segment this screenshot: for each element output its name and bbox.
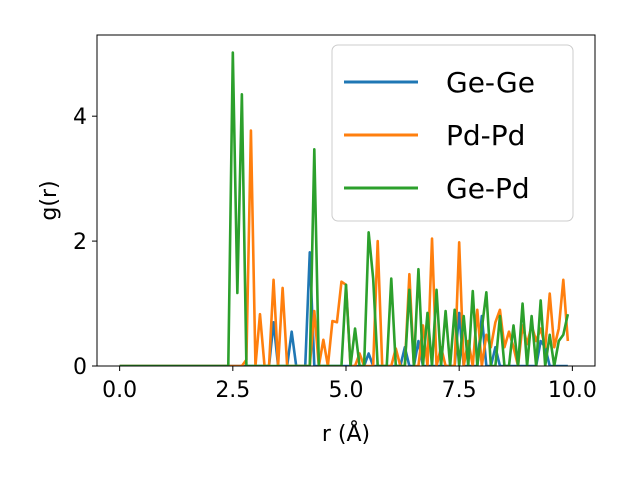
tick-layer: 0.0 2.5 5.0 7.5 10.0 0 2 4 — [73, 105, 597, 403]
legend-box — [331, 44, 574, 222]
x-axis-label: r (Å) — [322, 420, 370, 447]
series-line-ge-ge — [119, 251, 568, 366]
y-tick-label: 4 — [73, 105, 87, 130]
y-axis-label: g(r) — [37, 180, 62, 220]
legend-label: Pd-Pd — [446, 119, 525, 152]
x-tick-label: 5.0 — [329, 378, 364, 403]
x-tick-label: 10.0 — [548, 378, 597, 403]
y-tick-label: 0 — [73, 355, 87, 380]
legend: Ge-Ge Pd-Pd Ge-Pd — [331, 44, 574, 222]
x-tick-label: 0.0 — [102, 378, 137, 403]
y-tick-label: 2 — [73, 230, 87, 255]
x-tick-label: 7.5 — [442, 378, 477, 403]
x-tick-label: 2.5 — [215, 378, 250, 403]
legend-label: Ge-Pd — [446, 172, 530, 205]
series-line-ge-pd — [119, 51, 570, 366]
series-layer — [119, 51, 570, 366]
legend-label: Ge-Ge — [446, 66, 535, 99]
series-line-pd-pd — [119, 129, 570, 366]
